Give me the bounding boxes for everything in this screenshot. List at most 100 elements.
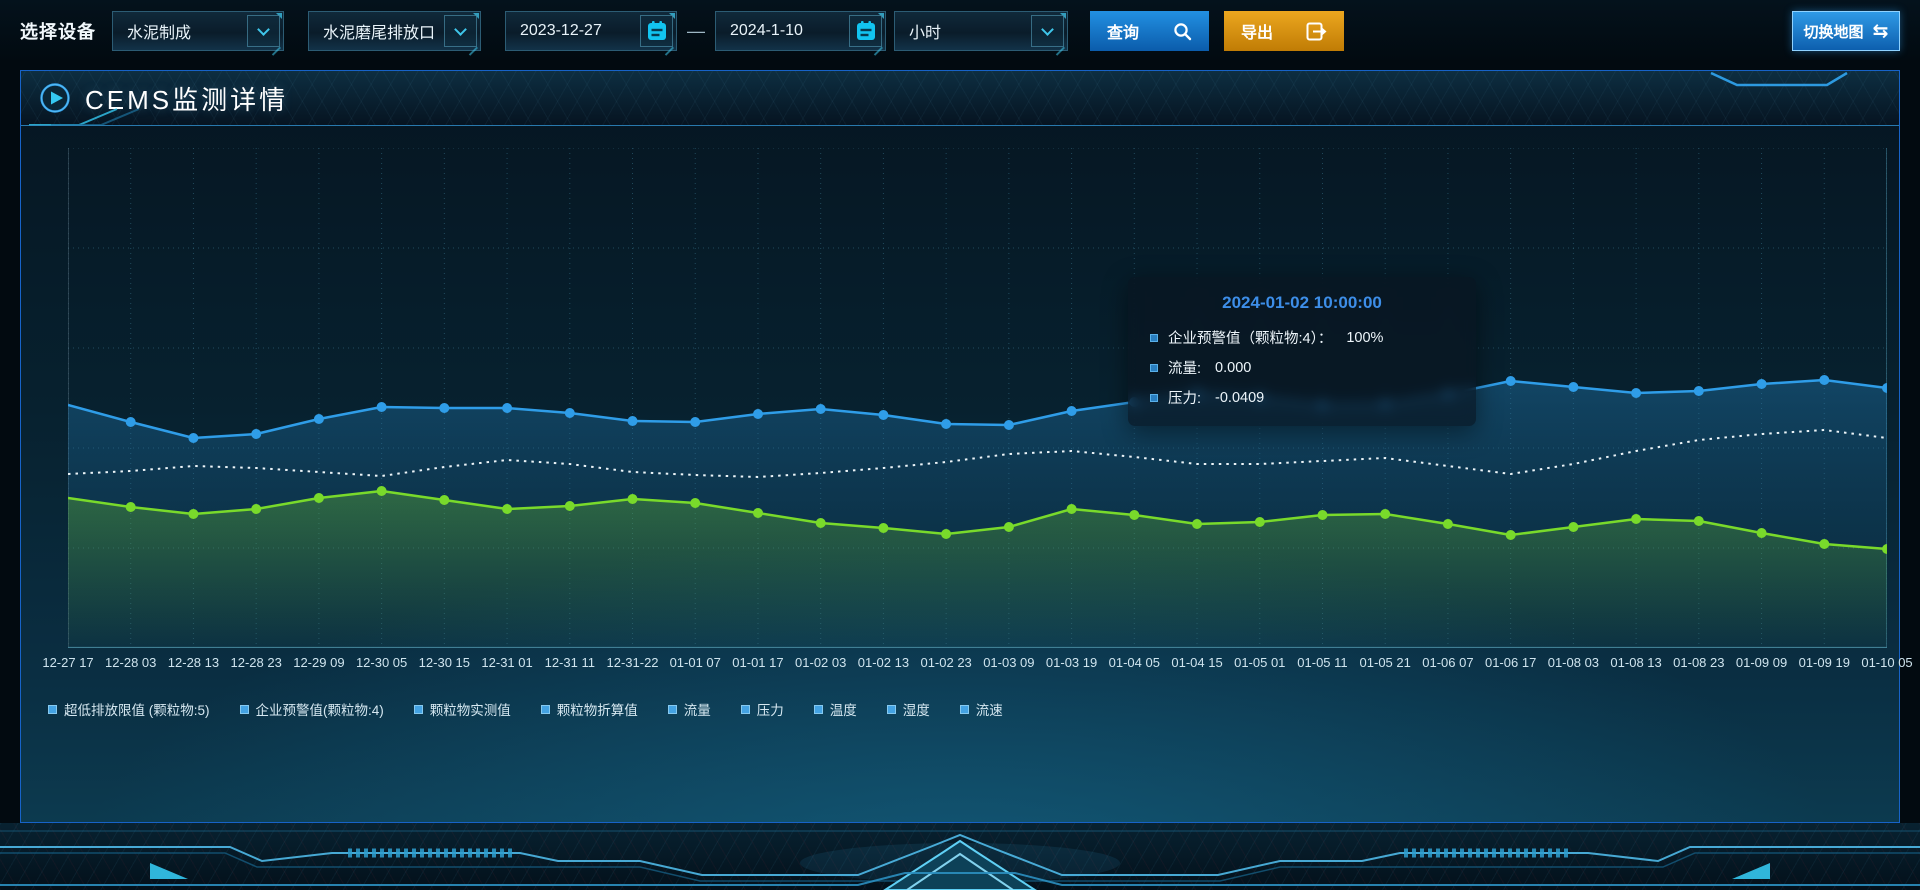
x-axis-tick-label: 01-10 05 bbox=[1861, 655, 1913, 670]
tooltip-row: 流量: 0.000 bbox=[1150, 357, 1454, 378]
end-date-value: 2024-1-10 bbox=[730, 22, 803, 39]
legend-marker-icon bbox=[813, 704, 823, 714]
date-range-separator: — bbox=[687, 20, 705, 41]
x-axis-tick-label: 01-02 23 bbox=[920, 655, 972, 670]
outlet-select-dropdown-box[interactable] bbox=[444, 15, 477, 47]
legend-marker-icon bbox=[740, 704, 750, 714]
device-select[interactable]: 水泥制成 bbox=[112, 11, 284, 51]
legend-item[interactable]: 颗粒物实测值 bbox=[413, 699, 511, 719]
x-axis-tick-label: 01-06 17 bbox=[1484, 655, 1537, 670]
legend-label: 流速 bbox=[975, 703, 1003, 718]
x-axis-tick-label: 01-09 19 bbox=[1798, 655, 1850, 670]
x-axis-tick-label: 01-02 13 bbox=[857, 655, 910, 670]
device-select-dropdown-box[interactable] bbox=[247, 15, 280, 47]
search-icon bbox=[1174, 22, 1192, 40]
line-chart[interactable] bbox=[68, 148, 1887, 648]
switch-map-button[interactable]: 切换地图 ⇆ bbox=[1792, 11, 1900, 51]
tooltip-row-value: 100% bbox=[1346, 329, 1384, 346]
chevron-down-icon bbox=[1041, 22, 1054, 36]
x-axis-tick-label: 01-09 09 bbox=[1735, 655, 1788, 670]
granularity-select-dropdown-box[interactable] bbox=[1031, 15, 1064, 47]
export-button-label: 导出 bbox=[1241, 25, 1274, 42]
x-axis-tick-label: 01-05 11 bbox=[1297, 655, 1348, 670]
legend-label: 超低排放限值 (颗粒物:5) bbox=[64, 703, 210, 718]
x-axis-tick-label: 01-04 05 bbox=[1108, 655, 1160, 670]
x-axis-tick-label: 12-28 23 bbox=[230, 655, 282, 670]
end-date-picker-box[interactable] bbox=[849, 15, 882, 47]
export-button[interactable]: 导出 bbox=[1224, 11, 1344, 51]
x-axis-tick-label: 01-04 15 bbox=[1171, 655, 1223, 670]
tooltip-title: 2024-01-02 10:00:00 bbox=[1222, 293, 1382, 312]
legend-item[interactable]: 超低排放限值 (颗粒物:5) bbox=[48, 699, 210, 719]
x-axis-tick-label: 01-02 03 bbox=[795, 655, 847, 670]
legend-label: 温度 bbox=[829, 703, 857, 718]
play-icon bbox=[40, 83, 70, 113]
calendar-icon bbox=[647, 21, 666, 40]
x-axis-tick-label: 01-03 09 bbox=[983, 655, 1035, 670]
tooltip-series-marker-icon bbox=[1150, 393, 1158, 402]
legend-label: 压力 bbox=[756, 703, 784, 718]
x-axis-tick-label: 12-30 05 bbox=[355, 655, 408, 670]
toolbar: 选择设备 水泥制成 水泥磨尾排放口 2023-12-27 — 2024-1-10 bbox=[0, 0, 1920, 62]
tooltip-row-label: 压力: bbox=[1168, 391, 1202, 407]
legend-label: 湿度 bbox=[902, 703, 930, 718]
chart-tooltip: 2024-01-02 10:00:00 企业预警值（颗粒物:4）： 100% 流量:… bbox=[1128, 277, 1476, 426]
legend-marker-icon bbox=[540, 704, 550, 714]
calendar-icon bbox=[856, 21, 875, 40]
legend-item[interactable]: 流量 bbox=[667, 699, 711, 719]
legend-item[interactable]: 湿度 bbox=[886, 699, 930, 719]
x-axis-tick-label: 12-28 03 bbox=[105, 655, 157, 670]
legend-item[interactable]: 企业预警值(颗粒物:4) bbox=[239, 699, 384, 719]
legend-item[interactable]: 流速 bbox=[959, 699, 1003, 719]
chevron-down-icon bbox=[454, 22, 467, 36]
x-axis-tick-label: 12-28 13 bbox=[167, 655, 220, 670]
tooltip-series-marker-icon bbox=[1150, 333, 1158, 342]
start-date-input[interactable]: 2023-12-27 bbox=[505, 11, 677, 51]
x-axis-tick-label: 01-01 07 bbox=[669, 655, 721, 670]
legend-item[interactable]: 颗粒物折算值 bbox=[540, 699, 638, 719]
end-date-input[interactable]: 2024-1-10 bbox=[715, 11, 886, 51]
start-date-picker-box[interactable] bbox=[640, 15, 673, 47]
x-axis-tick-label: 01-03 19 bbox=[1045, 655, 1098, 670]
device-select-label: 选择设备 bbox=[20, 22, 96, 42]
legend-item[interactable]: 温度 bbox=[813, 699, 857, 719]
x-axis-labels: 12-27 17 12-28 03 12-28 13 12-28 23 12-29 09… bbox=[21, 655, 1912, 673]
cems-panel: CEMS监测详情 12-27 17 12-28 03 12-28 13 12-28 2… bbox=[20, 70, 1913, 823]
legend-marker-icon bbox=[239, 704, 249, 714]
tooltip-row-label: 流量: bbox=[1168, 361, 1202, 377]
x-axis-tick-label: 01-06 07 bbox=[1422, 655, 1474, 670]
tooltip-row-label: 企业预警值（颗粒物:4）： bbox=[1168, 331, 1333, 347]
legend-label: 流量 bbox=[683, 703, 711, 718]
tech-frame-decoration bbox=[0, 830, 1920, 890]
chevron-down-icon bbox=[257, 22, 270, 36]
x-axis-tick-label: 12-31-22 bbox=[606, 655, 659, 670]
tooltip-series-marker-icon bbox=[1150, 363, 1158, 372]
x-axis-tick-label: 12-30 15 bbox=[418, 655, 471, 670]
outlet-select[interactable]: 水泥磨尾排放口 bbox=[308, 11, 481, 51]
switch-map-label: 切换地图 bbox=[1803, 23, 1864, 41]
x-axis-tick-label: 12-27 17 bbox=[42, 655, 94, 670]
legend-marker-icon bbox=[413, 704, 423, 714]
chart-legend: 超低排放限值 (颗粒物:5) 企业预警值(颗粒物:4) 颗粒物实测值 颗粒物折算值 流量… bbox=[48, 699, 1003, 719]
legend-item[interactable]: 压力 bbox=[740, 699, 784, 719]
x-axis-tick-label: 01-08 23 bbox=[1673, 655, 1725, 670]
swap-arrows-icon: ⇆ bbox=[1872, 20, 1889, 42]
x-axis-tick-label: 01-08 03 bbox=[1547, 655, 1600, 670]
x-axis-tick-label: 01-08 13 bbox=[1610, 655, 1662, 670]
bottom-decoration-band bbox=[0, 823, 1920, 890]
device-select-value: 水泥制成 bbox=[127, 25, 192, 42]
start-date-value: 2023-12-27 bbox=[520, 22, 602, 39]
granularity-select-value: 小时 bbox=[909, 25, 942, 42]
legend-label: 企业预警值(颗粒物:4) bbox=[255, 703, 384, 718]
legend-label: 颗粒物实测值 bbox=[429, 703, 511, 718]
granularity-select[interactable]: 小时 bbox=[894, 11, 1068, 51]
x-axis-tick-label: 12-31 11 bbox=[544, 655, 595, 670]
legend-marker-icon bbox=[886, 704, 896, 714]
tooltip-rows: 企业预警值（颗粒物:4）： 100% 流量: 0.000 压力: -0.0409 bbox=[1150, 327, 1454, 408]
legend-marker-icon bbox=[667, 704, 677, 714]
x-axis-tick-label: 01-01 17 bbox=[732, 655, 784, 670]
x-axis-tick-label: 12-29 09 bbox=[293, 655, 345, 670]
panel-title: CEMS监测详情 bbox=[85, 84, 289, 115]
query-button[interactable]: 查询 bbox=[1090, 11, 1209, 51]
tooltip-row: 压力: -0.0409 bbox=[1150, 387, 1454, 408]
